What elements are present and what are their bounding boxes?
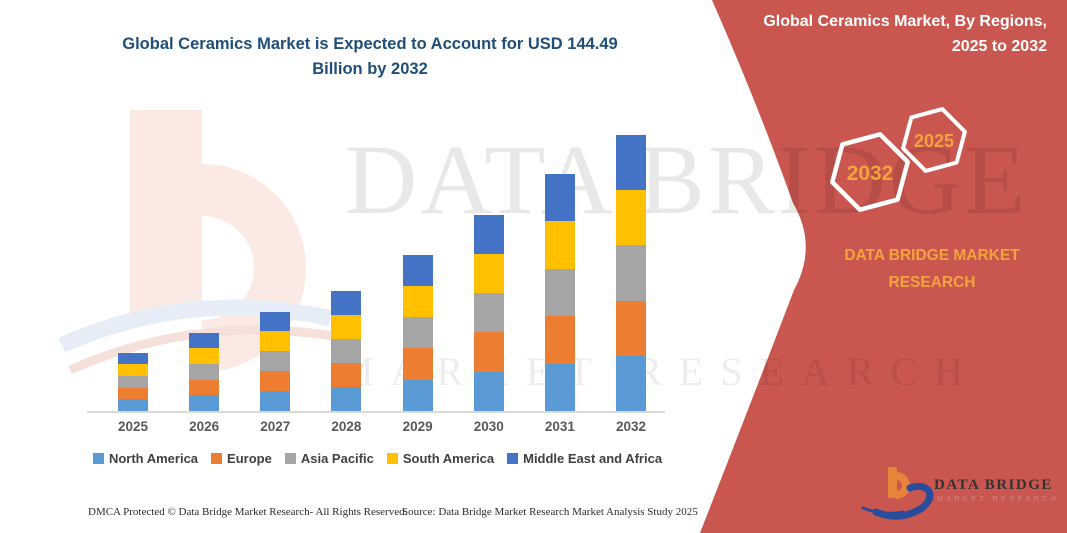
bar-group-2028: [331, 290, 362, 411]
legend-swatch-icon: [386, 453, 398, 464]
panel-brand-line1: DATA BRIDGE MARKET: [844, 247, 1020, 264]
bar-segment: [118, 352, 148, 365]
panel-brand-text: DATA BRIDGE MARKET RESEARCH: [812, 242, 1052, 296]
bar-group-2032: [616, 135, 647, 411]
bar-segment: [402, 348, 433, 380]
bar-segment: [402, 285, 433, 318]
bar-segment: [260, 351, 291, 372]
x-axis-line: [87, 411, 665, 413]
legend-label: Europe: [227, 451, 272, 466]
bar-segment: [402, 317, 433, 349]
bar-segment: [616, 355, 647, 411]
panel-heading: Global Ceramics Market, By Regions, 2025…: [727, 10, 1047, 60]
bar-segment: [544, 268, 575, 317]
legend-label: Asia Pacific: [300, 451, 374, 466]
hexagon-2032: [830, 132, 910, 212]
bar-segment: [189, 363, 220, 380]
legend-label: North America: [108, 451, 199, 466]
bar-segment: [260, 331, 291, 352]
legend-label: Middle East and Africa: [523, 451, 663, 466]
x-tick-label: 2030: [473, 419, 504, 434]
chart-legend: North America Europe Asia Pacific South Ame…: [85, 451, 670, 466]
bar-segment: [260, 311, 291, 332]
bar-segment: [260, 371, 291, 392]
x-tick-label: 2031: [544, 419, 575, 434]
bar-segment: [473, 371, 504, 411]
x-tick-label: 2026: [189, 419, 220, 434]
bar-segment: [473, 332, 504, 372]
bar-segment: [331, 314, 362, 339]
plot-area: [85, 118, 670, 413]
side-panel-shape: [700, 0, 1067, 533]
legend-item: Asia Pacific: [284, 451, 374, 466]
bar-segment: [118, 364, 148, 376]
bar-segment: [616, 190, 647, 246]
bar-segment: [331, 290, 362, 315]
legend-item: Europe: [211, 451, 272, 466]
bar-segment: [118, 387, 148, 400]
bar-segment: [544, 221, 575, 269]
bar-segment: [331, 338, 362, 363]
bar-segment: [260, 391, 291, 411]
bar-segment: [189, 379, 220, 396]
x-tick-label: 2028: [331, 419, 362, 434]
legend-item: South America: [386, 451, 495, 466]
hexagon-2025-label: 2025: [914, 131, 954, 151]
footer-dmca-text: DMCA Protected © Data Bridge Market Rese…: [88, 506, 408, 518]
legend-item: Middle East and Africa: [507, 451, 662, 466]
bar-segment: [189, 348, 220, 364]
bar-segment: [616, 135, 647, 191]
panel-heading-line2: 2025 to 2032: [951, 37, 1047, 55]
bar-group-2030: [473, 214, 504, 411]
legend-swatch-icon: [284, 453, 296, 464]
bar-segment: [402, 379, 433, 411]
bar-segment: [616, 300, 647, 356]
x-tick-label: 2032: [616, 419, 647, 434]
hexagon-2032-label: 2032: [847, 162, 894, 185]
watermark-text-line2: MARKET RESEARCH: [338, 349, 981, 394]
bar-segment: [402, 254, 433, 286]
bar-segment: [118, 375, 148, 388]
panel-brand-line2: RESEARCH: [888, 274, 976, 292]
legend-swatch-icon: [507, 453, 519, 464]
watermark-text-line1: DATA BRIDGE: [345, 124, 1029, 235]
chart-title: Global Ceramics Market is Expected to Ac…: [122, 35, 618, 78]
bar-segment: [473, 293, 504, 333]
bar-segment: [331, 386, 362, 411]
legend-label: South America: [402, 451, 495, 466]
logo-tagline: MARKET RESEARCH: [937, 496, 1060, 503]
panel-heading-line1: Global Ceramics Market, By Regions,: [763, 13, 1047, 30]
bar-group-2025: [118, 352, 148, 411]
legend-item: North America: [92, 451, 199, 466]
bar-segment: [616, 245, 647, 301]
bar-segment: [189, 332, 220, 349]
hexagon-2025: [901, 107, 967, 173]
bar-segment: [189, 395, 220, 411]
bar-group-2027: [260, 311, 291, 411]
bar-segment: [331, 362, 362, 387]
bar-segment: [544, 174, 575, 222]
x-tick-label: 2027: [260, 419, 291, 434]
bar-group-2031: [544, 174, 575, 411]
bar-group-2026: [189, 332, 220, 411]
bar-segment: [544, 316, 575, 364]
footer-source-text: Source: Data Bridge Market Research Mark…: [402, 506, 698, 518]
x-tick-label: 2025: [117, 419, 149, 434]
bar-segment: [118, 399, 148, 411]
bar-segment: [473, 214, 504, 254]
bar-group-2029: [402, 254, 433, 411]
bar-segment: [544, 363, 575, 411]
legend-swatch-icon: [211, 453, 223, 464]
x-tick-label: 2029: [402, 419, 433, 434]
logo-wordmark: DATA BRIDGE: [934, 477, 1053, 493]
bar-segment: [473, 253, 504, 294]
legend-swatch-icon: [92, 453, 104, 464]
dbmr-logo-icon: [861, 467, 934, 520]
